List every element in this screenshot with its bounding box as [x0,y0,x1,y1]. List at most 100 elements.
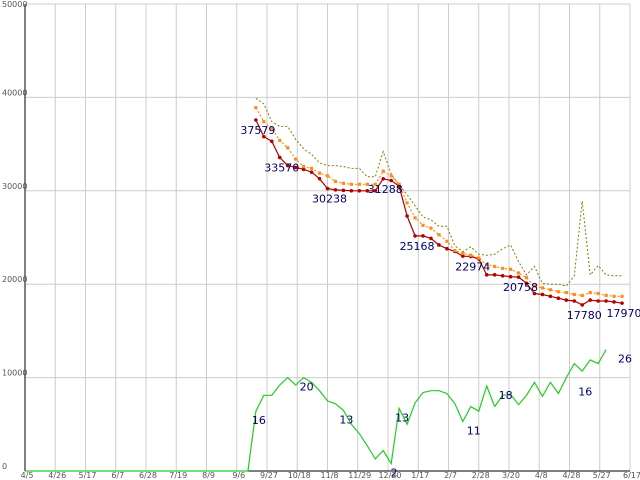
count-data-label: 20 [300,381,314,394]
price-point [349,189,354,193]
price-point [572,299,577,303]
price-point [588,298,592,302]
price-point [429,236,433,241]
avg-point [485,262,489,267]
price-point [508,274,513,279]
x-tick-label: 8/9 [202,471,215,480]
count-data-label: 13 [339,413,353,426]
price-point [532,291,537,296]
price-data-label: 22974 [455,260,490,273]
price-point [413,234,417,238]
price-point [365,189,370,193]
avg-point [477,256,481,260]
series-markers [254,106,624,307]
avg-point [596,291,600,296]
avg-point [588,291,592,295]
avg-point [325,174,330,178]
avg-point [524,276,529,280]
high-line [255,97,622,287]
count-data-label: 11 [467,424,481,437]
count-data-label: 26 [618,353,632,366]
x-tick-label: 10/18 [288,471,311,480]
x-tick-label: 4/5 [21,471,34,480]
price-data-label: 31288 [368,183,403,196]
x-tick-label: 7/19 [169,471,187,480]
avg-point [548,288,552,292]
avg-point [317,171,322,175]
avg-point [309,166,314,170]
avg-point [365,182,369,186]
price-point [405,214,409,218]
price-line [255,119,623,306]
price-data-label: 17970 [607,307,640,320]
x-tick-label: 4/8 [535,471,548,480]
avg-point [564,291,568,295]
price-point [524,281,529,286]
price-point [484,273,489,277]
avg-point [453,248,457,253]
price-point [564,298,569,302]
x-tick-label: 9/6 [232,471,245,480]
avg-point [286,146,290,150]
avg-point [254,106,258,110]
count-data-label: 16 [578,385,592,398]
price-point [461,254,465,258]
avg-point [294,157,298,161]
avg-point [461,251,465,255]
avg-point [429,226,433,230]
x-tick-label: 2/7 [444,471,457,480]
price-data-label: 20758 [503,281,538,294]
avg-point [357,182,361,186]
price-point [254,118,258,122]
avg-point [516,271,521,275]
avg-point [501,266,505,270]
x-tick-label: 12/20 [378,471,401,480]
avg-point [508,267,513,271]
avg-point [381,169,385,173]
avg-point [580,293,584,298]
avg-point [620,294,624,298]
avg-point [349,182,353,186]
avg-point [341,181,346,185]
avg-point [333,179,338,184]
avg-point [437,233,441,237]
price-point [516,275,521,279]
avg-point [532,284,537,288]
price-point [604,299,608,303]
count-line [25,376,496,472]
avg-point [556,290,560,294]
price-point [333,188,338,192]
x-tick-label: 11/8 [321,471,339,480]
count-data-label: 13 [395,411,409,424]
price-point [620,301,624,305]
x-tick-label: 5/17 [79,471,97,480]
avg-point [604,293,608,298]
avg-point [493,264,497,269]
x-tick-label: 9/27 [260,471,278,480]
price-point [325,186,330,191]
avg-point [302,164,306,169]
price-point [580,303,585,307]
y-tick-label: 30000 [2,182,27,191]
avg-point [413,216,417,220]
price-point [341,188,346,193]
price-data-label: 37579 [240,124,275,137]
y-tick-label: 0 [2,462,7,471]
price-point [262,134,266,139]
price-point [548,294,553,299]
x-tick-label: 3/20 [502,471,520,480]
count-data-label: 2 [391,467,398,480]
price-point [500,273,505,278]
price-point [277,155,282,160]
avg-point [540,286,545,290]
x-tick-label: 6/17 [623,471,640,480]
count-data-label: 18 [499,389,513,402]
price-point [389,178,393,183]
price-data-label: 17780 [567,309,602,322]
price-data-label: 25168 [400,240,435,253]
avg-point [405,201,409,205]
avg-point [421,223,425,227]
avg-point [397,182,401,186]
x-tick-label: 4/26 [48,471,66,480]
